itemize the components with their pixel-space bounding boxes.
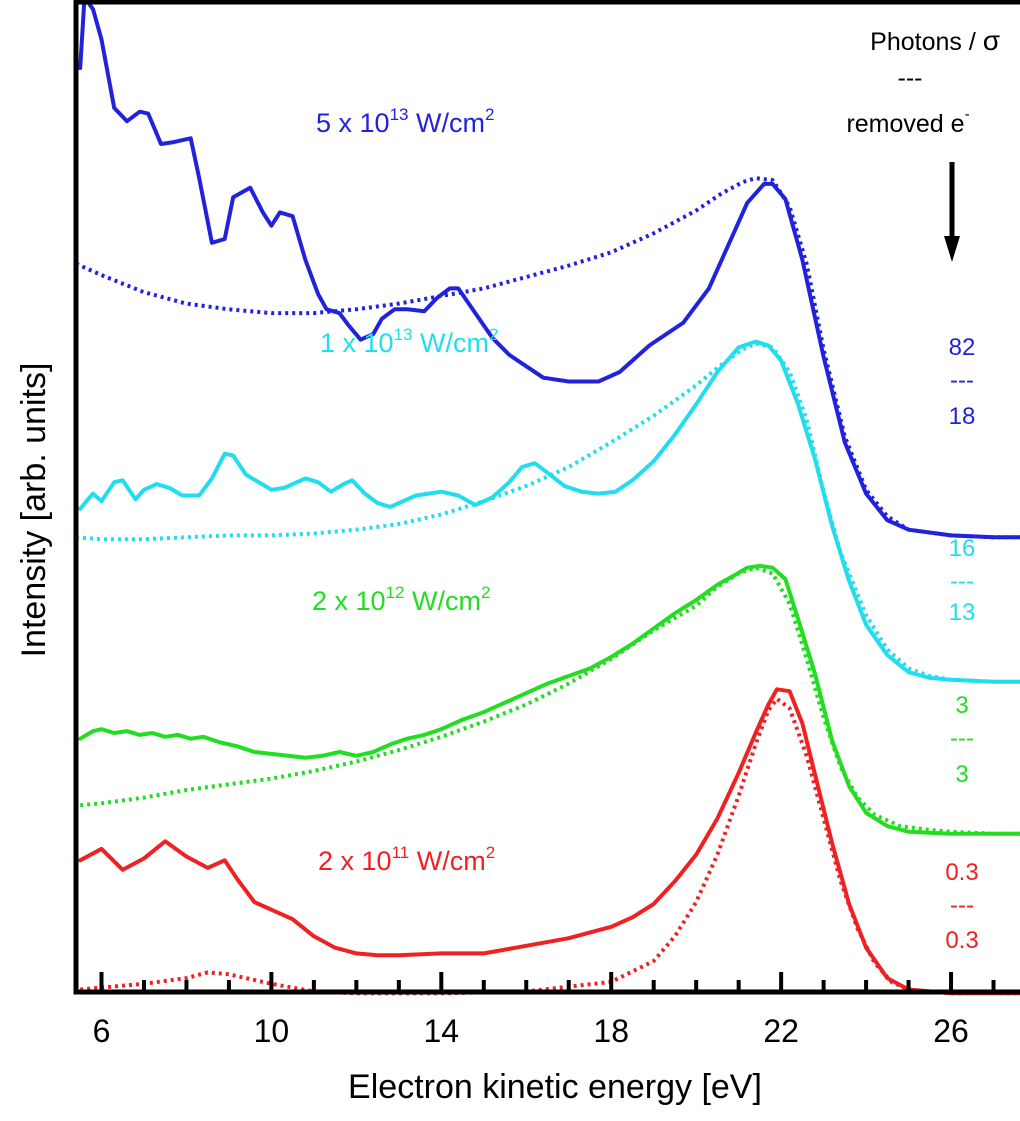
series-4-ratio-mid: --- bbox=[950, 892, 974, 919]
series-3-label: 2 x 1012 W/cm2 bbox=[312, 583, 490, 616]
series-3-ratio-mid: --- bbox=[950, 725, 974, 752]
series-3-ratio-top: 3 bbox=[955, 692, 968, 719]
series-2-ratio-bottom: 13 bbox=[949, 599, 976, 626]
series-3-solid-line bbox=[78, 563, 1020, 836]
ratio-labels: 82 --- 18 16 --- 13 3 --- 3 0.3 --- 0.3 bbox=[945, 334, 978, 954]
series-4-ratio-top: 0.3 bbox=[945, 859, 978, 886]
series-1-ratio-bottom: 18 bbox=[949, 403, 976, 430]
series-2-ratio-mid: --- bbox=[950, 568, 974, 595]
x-tick-label: 26 bbox=[933, 1013, 969, 1049]
x-tick-label: 10 bbox=[254, 1013, 290, 1049]
series-labels: 5 x 1013 W/cm2 1 x 1013 W/cm2 2 x 1012 W/c… bbox=[312, 105, 498, 876]
series-2-ratio-top: 16 bbox=[949, 535, 976, 562]
x-axis-tick-labels: 6 10 14 18 22 26 bbox=[93, 1013, 969, 1049]
x-tick-label: 14 bbox=[424, 1013, 460, 1049]
series-1-ratio-mid: --- bbox=[950, 367, 974, 394]
x-axis-title: Electron kinetic energy [eV] bbox=[348, 1068, 762, 1106]
header-line-dashes: --- bbox=[898, 64, 923, 92]
plot-frame bbox=[73, 0, 1020, 995]
series-2-dotted-line bbox=[75, 341, 1020, 684]
y-axis-title: Intensity [arb. units] bbox=[15, 363, 53, 658]
header-line-removed-electron: removed e- bbox=[846, 106, 969, 138]
series-3-ratio-bottom: 3 bbox=[955, 761, 968, 788]
header-down-arrow-head bbox=[944, 236, 960, 262]
series-1-solid-line bbox=[78, 0, 1020, 540]
series-4-label: 2 x 1011 W/cm2 bbox=[318, 843, 495, 876]
x-tick-label: 6 bbox=[93, 1013, 111, 1049]
series-1-label: 5 x 1013 W/cm2 bbox=[316, 105, 494, 138]
series-4-ratio-bottom: 0.3 bbox=[945, 927, 978, 954]
photons-per-removed-electron-header: Photons / σ --- removed e- bbox=[846, 25, 1000, 262]
x-axis-ticks bbox=[99, 972, 996, 992]
series-2-label: 1 x 1013 W/cm2 bbox=[320, 325, 498, 358]
series-1-dotted-line bbox=[75, 176, 1020, 540]
x-tick-label: 18 bbox=[593, 1013, 629, 1049]
header-line-photons: Photons / σ bbox=[870, 25, 1000, 56]
series-2-solid-line bbox=[78, 339, 1020, 684]
x-tick-label: 22 bbox=[763, 1013, 799, 1049]
series-4-solid-line bbox=[78, 687, 1020, 996]
series-4-dotted-line bbox=[80, 696, 1020, 996]
plot-area bbox=[75, 0, 1020, 996]
series-3-dotted-line bbox=[80, 565, 1020, 836]
series-1-ratio-top: 82 bbox=[949, 334, 976, 361]
